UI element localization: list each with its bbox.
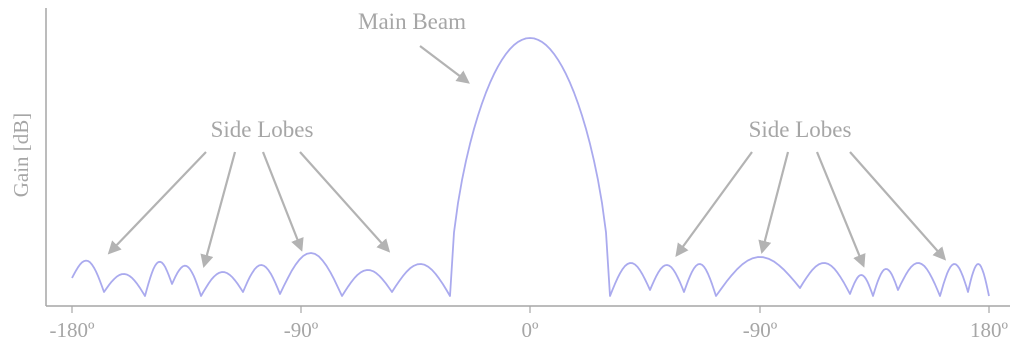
side-lobes-label-right: Side Lobes	[749, 117, 852, 142]
side-lobe-arrow	[300, 152, 386, 248]
side-lobe-arrow	[205, 152, 235, 262]
main-beam-label: Main Beam	[358, 9, 466, 34]
x-tick-label: 0º	[521, 318, 539, 342]
x-tick-label: -180º	[49, 318, 94, 342]
x-tick-label: -90º	[743, 318, 778, 342]
x-tick-label: -90º	[284, 318, 319, 342]
side-lobe-arrow	[112, 152, 206, 250]
side-lobes-label-left: Side Lobes	[211, 117, 314, 142]
side-lobe-arrow	[263, 152, 300, 246]
main-beam-arrow	[420, 46, 465, 80]
side-lobe-arrow	[817, 152, 862, 262]
side-lobe-arrow	[763, 152, 788, 248]
annotation-arrows	[112, 46, 942, 262]
x-tick-label: 180º	[970, 318, 1009, 342]
side-lobe-arrow	[850, 152, 942, 256]
side-lobe-arrow	[679, 152, 752, 252]
gain-pattern-curve	[72, 38, 989, 296]
y-axis-title: Gain [dB]	[9, 113, 33, 198]
